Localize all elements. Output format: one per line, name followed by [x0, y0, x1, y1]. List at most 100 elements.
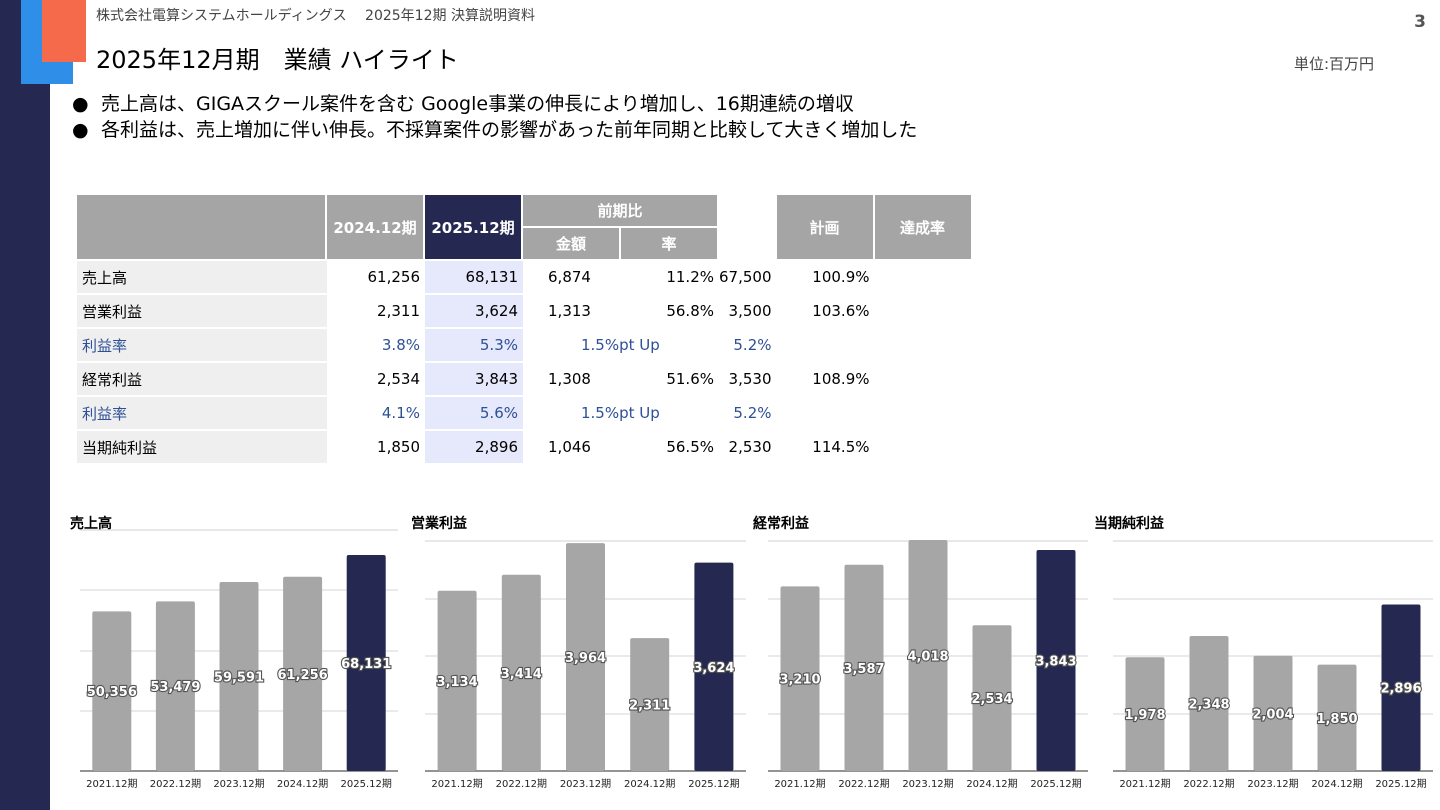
chart-bar — [283, 576, 323, 771]
table-row-net-income: 当期純利益 1,850 2,896 1,046 56.5% 2,530 114.… — [77, 431, 973, 465]
cell-prev: 4.1% — [327, 397, 425, 431]
chart-bar — [346, 554, 386, 771]
bullet-marker: ● — [72, 93, 89, 115]
header-yoy-amount: 金額 — [523, 228, 621, 261]
bullet-marker: ● — [72, 119, 89, 141]
chart-panel: 経常利益 3,210 2021.12期 3,587 2022.12期 4,018 2023.… — [753, 515, 1088, 790]
header-achievement: 達成率 — [874, 195, 973, 261]
cell-plan: 3,500 — [719, 295, 777, 329]
x-tick-label: 2024.12期 — [277, 778, 328, 790]
logo-orange-block — [42, 0, 86, 62]
x-tick-label: 2022.12期 — [150, 778, 201, 790]
data-label: 68,131 — [341, 657, 391, 672]
cell-current: 2,896 — [425, 431, 523, 465]
data-label: 2,004 — [1252, 707, 1293, 722]
chart-bar — [908, 539, 948, 771]
x-tick-label: 2023.12期 — [1247, 778, 1298, 790]
cell-diff: 1,313 — [523, 295, 621, 329]
row-label: 利益率 — [77, 397, 327, 431]
data-label: 3,414 — [501, 667, 542, 682]
cell-achievement — [776, 329, 875, 363]
header-prev-period: 2024.12期 — [327, 195, 425, 261]
cell-prev: 2,534 — [327, 363, 425, 397]
x-tick-label: 2024.12期 — [1311, 778, 1362, 790]
bullet-text: 各利益は、売上増加に伴い伸長。不採算案件の影響があった前年同期と比較して大きく増… — [101, 119, 918, 141]
table-row-sales: 売上高 61,256 68,131 6,874 11.2% 67,500 100… — [77, 261, 973, 295]
cell-achievement: 103.6% — [776, 295, 875, 329]
cell-rate: 11.2% — [621, 261, 719, 295]
summary-bullets: ● 売上高は、GIGAスクール案件を含む Google事業の伸長により増加し、16… — [72, 91, 917, 143]
chart-title: 当期純利益 — [1094, 515, 1164, 532]
header-blank — [77, 195, 327, 261]
chart-title: 経常利益 — [753, 515, 809, 532]
company-header: 株式会社電算システムホールディングス 2025年12期 決算説明資料 — [96, 8, 535, 24]
cell-achievement — [776, 397, 875, 431]
bullet-item: ● 売上高は、GIGAスクール案件を含む Google事業の伸長により増加し、16… — [72, 91, 917, 117]
cell-current: 5.6% — [425, 397, 523, 431]
data-label: 3,964 — [565, 651, 606, 666]
header-plan: 計画 — [776, 195, 875, 261]
chart-panel: 売上高 50,356 2021.12期 53,479 2022.12期 59,591 202… — [70, 515, 398, 790]
cell-rate: 51.6% — [621, 363, 719, 397]
chart-bar — [844, 564, 884, 771]
x-tick-label: 2025.12期 — [688, 778, 739, 790]
x-tick-label: 2025.12期 — [1030, 778, 1081, 790]
chart-bar — [1036, 550, 1076, 771]
table-row-operating-margin: 利益率 3.8% 5.3% 1.5%pt Up 5.2% — [77, 329, 973, 363]
chart-bar — [155, 601, 195, 771]
chart-bar — [566, 543, 605, 771]
data-label: 2,348 — [1188, 697, 1229, 712]
cell-prev: 3.8% — [327, 329, 425, 363]
x-tick-label: 2021.12期 — [774, 778, 825, 790]
row-label: 売上高 — [77, 261, 327, 295]
x-tick-label: 2022.12期 — [1183, 778, 1234, 790]
table-row-ordinary-margin: 利益率 4.1% 5.6% 1.5%pt Up 5.2% — [77, 397, 973, 431]
data-label: 53,479 — [150, 680, 200, 695]
x-tick-label: 2022.12期 — [838, 778, 889, 790]
data-label: 2,896 — [1380, 682, 1421, 697]
data-label: 61,256 — [278, 668, 328, 683]
data-label: 1,850 — [1316, 712, 1357, 727]
chart-bar — [1189, 635, 1229, 771]
left-accent-bar — [0, 0, 50, 810]
cell-diff: 6,874 — [523, 261, 621, 295]
chart-bar — [694, 562, 734, 771]
chart-bar — [1253, 655, 1293, 771]
header-yoy-rate: 率 — [621, 228, 719, 261]
chart-bar — [1317, 664, 1357, 771]
x-tick-label: 2021.12期 — [86, 778, 137, 790]
cell-prev: 1,850 — [327, 431, 425, 465]
cell-plan: 3,530 — [719, 363, 777, 397]
chart-bar — [92, 611, 132, 771]
page-number: 3 — [1414, 12, 1426, 32]
cell-prev: 2,311 — [327, 295, 425, 329]
cell-current: 68,131 — [425, 261, 523, 295]
row-label: 営業利益 — [77, 295, 327, 329]
cell-rate: 56.5% — [621, 431, 719, 465]
x-tick-label: 2025.12期 — [1375, 778, 1426, 790]
data-label: 3,843 — [1035, 655, 1076, 670]
chart-panel: 当期純利益 1,978 2021.12期 2,348 2022.12期 2,004 2023… — [1094, 515, 1433, 790]
x-tick-label: 2024.12期 — [966, 778, 1017, 790]
cell-rate: 56.8% — [621, 295, 719, 329]
data-label: 3,624 — [693, 661, 734, 676]
cell-plan: 5.2% — [719, 397, 777, 431]
cell-diff: 1.5%pt Up — [523, 397, 719, 431]
x-tick-label: 2021.12期 — [431, 778, 482, 790]
chart-bar — [1381, 604, 1421, 771]
cell-current: 5.3% — [425, 329, 523, 363]
row-label: 経常利益 — [77, 363, 327, 397]
data-label: 1,978 — [1124, 708, 1165, 723]
x-tick-label: 2025.12期 — [341, 778, 392, 790]
chart-bar — [780, 586, 820, 771]
chart-bar — [630, 638, 670, 771]
x-tick-label: 2024.12期 — [624, 778, 675, 790]
page-title: 2025年12月期 業績 ハイライト — [96, 46, 459, 74]
x-tick-label: 2023.12期 — [213, 778, 264, 790]
header-current-period: 2025.12期 — [425, 195, 523, 261]
cell-achievement: 100.9% — [776, 261, 875, 295]
cell-diff: 1,308 — [523, 363, 621, 397]
x-tick-label: 2023.12期 — [902, 778, 953, 790]
cell-plan: 67,500 — [719, 261, 777, 295]
